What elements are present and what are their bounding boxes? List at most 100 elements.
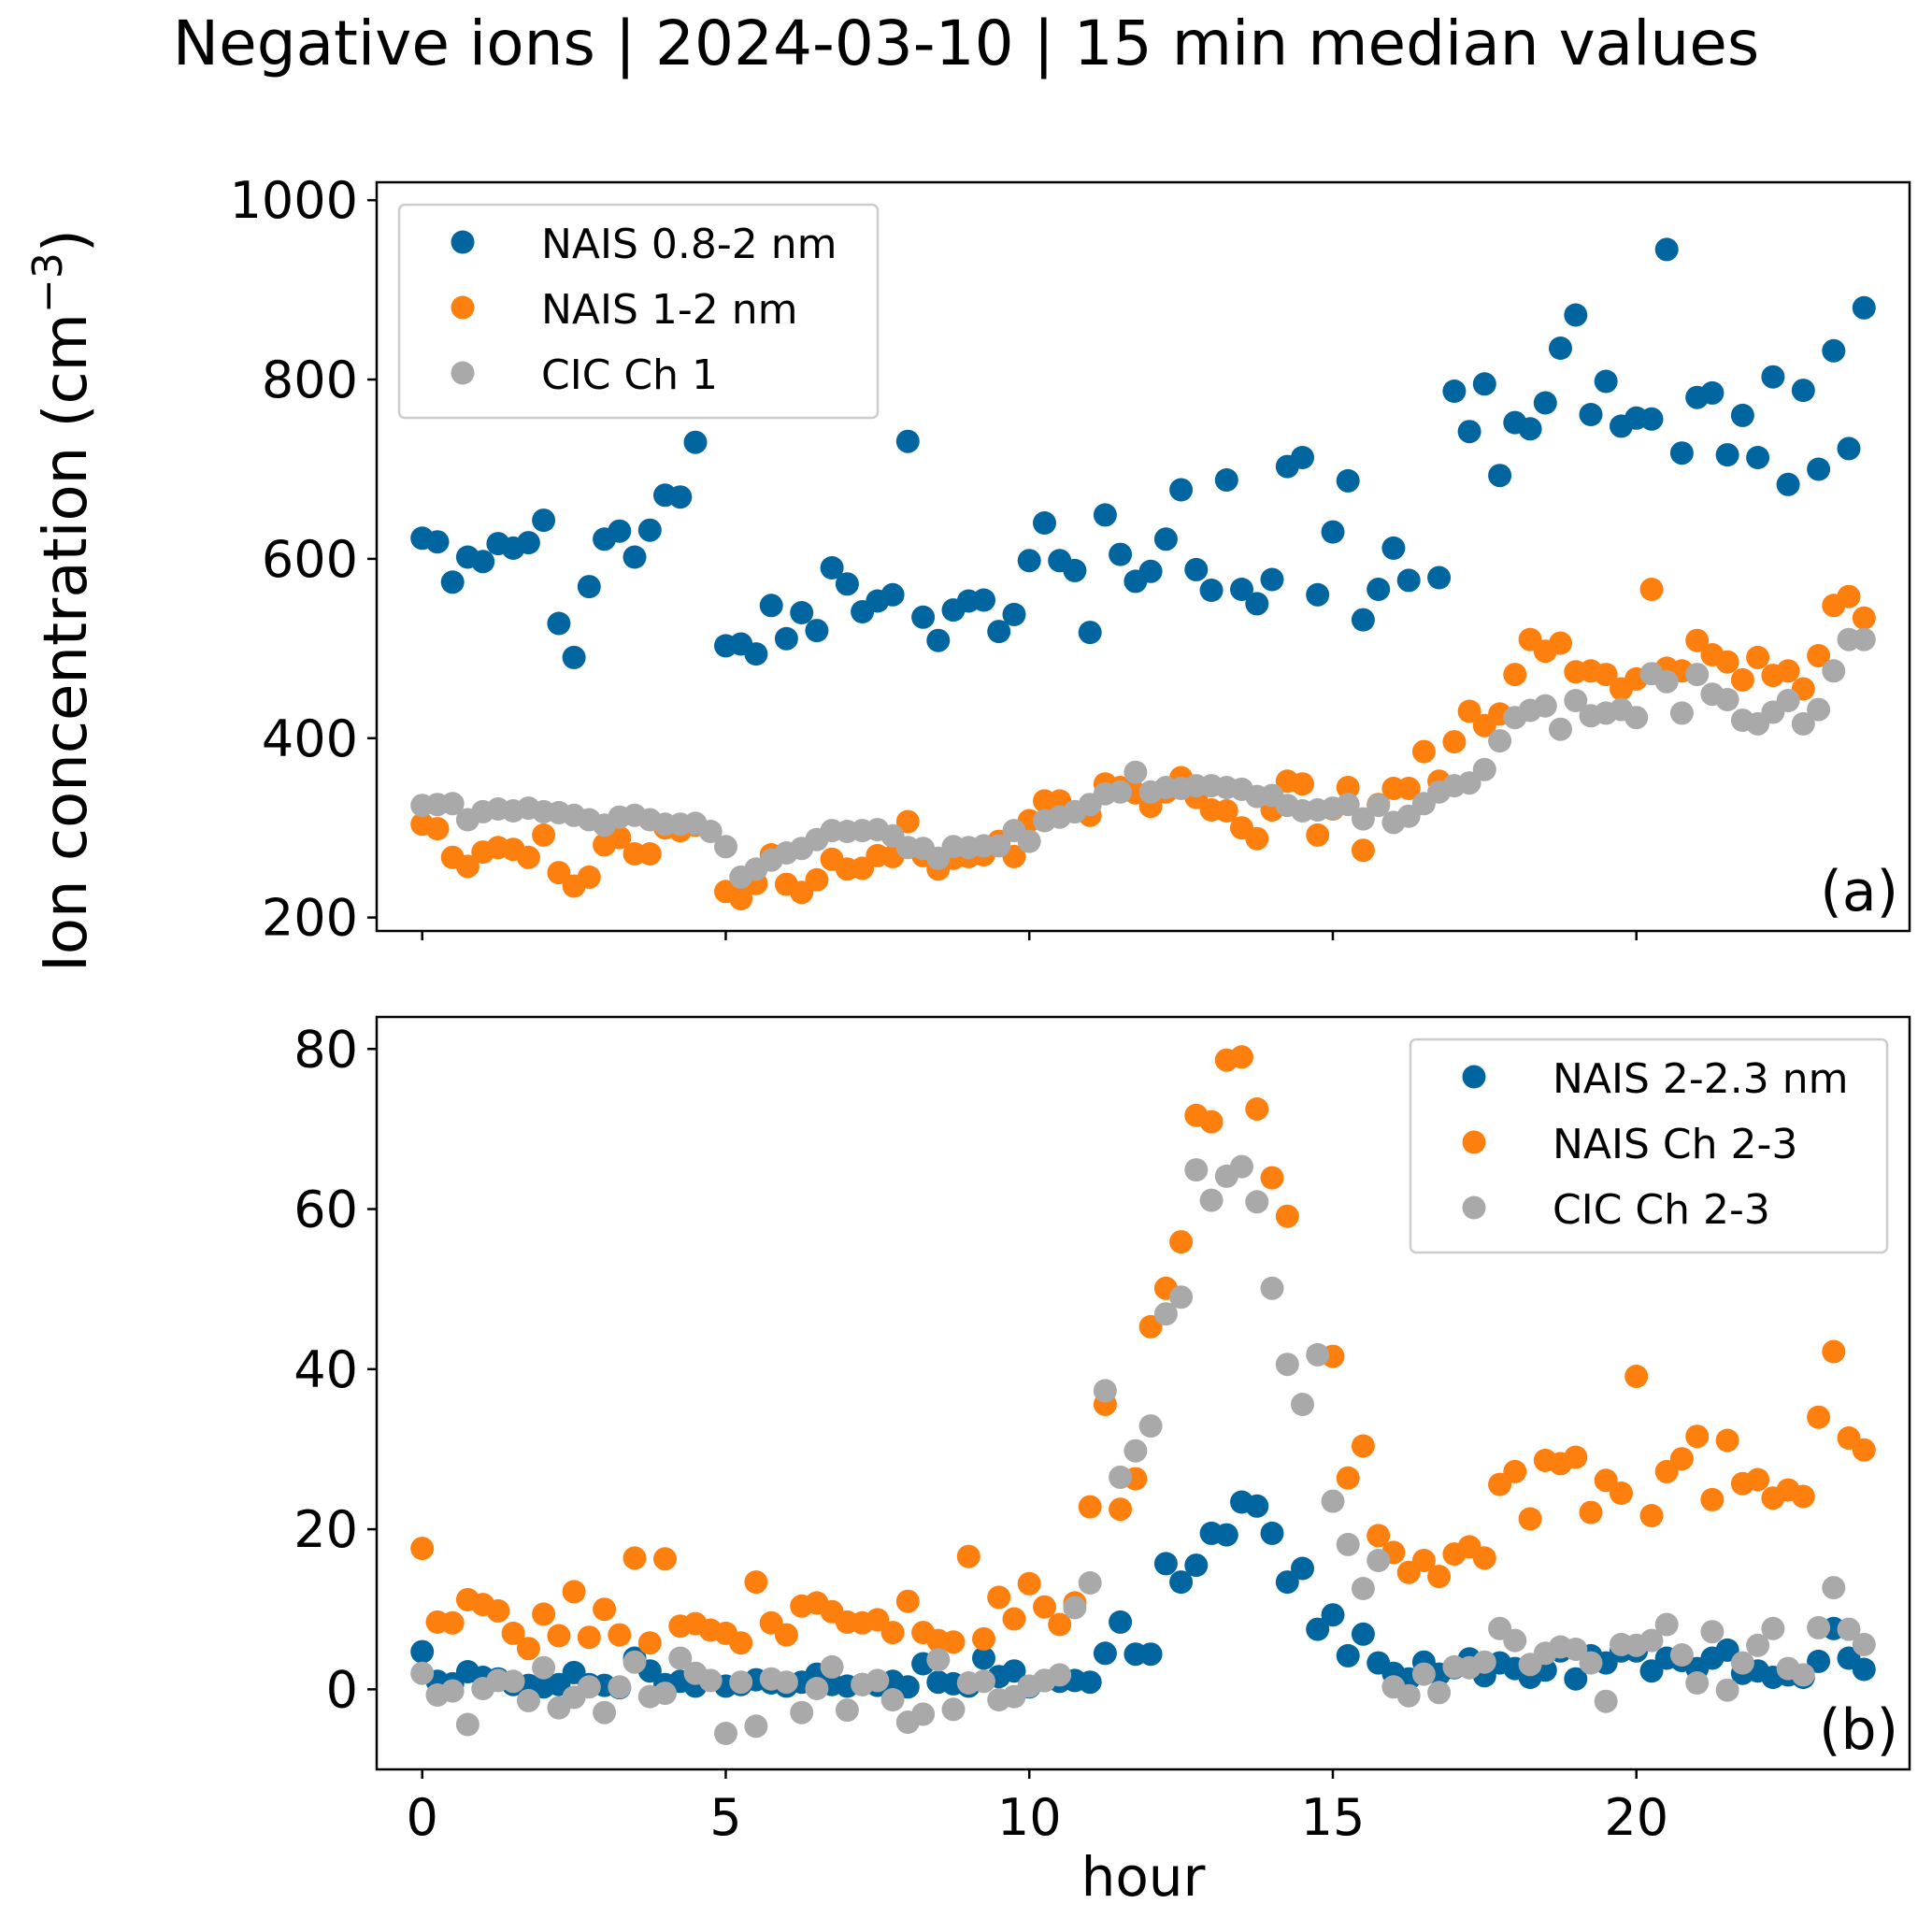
data-point bbox=[1306, 582, 1330, 607]
data-point bbox=[1730, 403, 1754, 427]
data-point bbox=[1109, 1465, 1133, 1489]
data-point bbox=[1291, 1556, 1314, 1581]
data-point bbox=[1199, 1109, 1224, 1134]
data-point bbox=[1214, 1523, 1238, 1547]
y-tick-label: 200 bbox=[262, 889, 358, 948]
data-point bbox=[623, 545, 647, 569]
data-point bbox=[1457, 771, 1481, 795]
data-point bbox=[1169, 1285, 1194, 1310]
data-point bbox=[1367, 1549, 1391, 1572]
data-point bbox=[1093, 1641, 1117, 1666]
data-point bbox=[547, 1624, 571, 1648]
x-tick-label: 0 bbox=[407, 1788, 438, 1847]
data-point bbox=[1442, 730, 1467, 754]
data-point bbox=[1594, 369, 1618, 394]
data-point bbox=[759, 594, 783, 618]
legend-marker bbox=[451, 295, 475, 320]
data-point bbox=[1549, 336, 1572, 360]
data-point bbox=[1381, 536, 1406, 560]
data-point bbox=[577, 1675, 601, 1699]
svg-text:Ion concentration (cm−3): Ion concentration (cm−3) bbox=[24, 229, 101, 972]
data-point bbox=[1776, 689, 1800, 712]
data-point bbox=[1260, 1276, 1284, 1300]
data-point bbox=[941, 1697, 966, 1722]
data-point bbox=[1730, 667, 1754, 692]
data-point bbox=[1230, 1154, 1253, 1179]
data-point bbox=[1291, 772, 1314, 796]
legend-label: NAIS 1-2 nm bbox=[541, 286, 798, 334]
data-point bbox=[1776, 659, 1800, 683]
data-point bbox=[1594, 663, 1618, 687]
data-point bbox=[0, 194, 12, 218]
data-point bbox=[1685, 1671, 1710, 1695]
data-point bbox=[577, 1625, 601, 1650]
data-point bbox=[729, 887, 753, 910]
data-point bbox=[1427, 1565, 1452, 1589]
data-point bbox=[1245, 1190, 1269, 1214]
series-nais-ch-2-3 bbox=[410, 1045, 1876, 1661]
data-point bbox=[1700, 380, 1724, 405]
data-point bbox=[790, 1700, 814, 1725]
data-point bbox=[501, 1621, 525, 1645]
panel-a: 200 400 600 800 1000 (a) NAIS 0.8-2 nm NAIS 1-2… bbox=[0, 171, 1911, 948]
axes-frame bbox=[375, 180, 1911, 933]
data-point bbox=[1791, 379, 1815, 403]
data-point bbox=[714, 835, 737, 859]
data-point bbox=[1746, 1467, 1770, 1492]
data-point bbox=[1153, 1552, 1178, 1576]
data-point bbox=[1564, 1638, 1588, 1661]
data-point bbox=[729, 1670, 753, 1695]
data-point bbox=[895, 809, 920, 834]
data-point bbox=[425, 817, 450, 841]
data-point bbox=[1336, 1532, 1360, 1556]
data-point bbox=[880, 582, 905, 607]
series-cic-ch-2-3 bbox=[410, 1154, 1876, 1745]
data-point bbox=[440, 792, 465, 816]
data-point bbox=[1214, 468, 1238, 492]
data-point bbox=[866, 1668, 890, 1693]
data-point bbox=[1639, 407, 1664, 431]
data-point bbox=[1669, 441, 1694, 465]
data-point bbox=[562, 645, 586, 669]
data-point bbox=[1291, 1393, 1314, 1416]
data-point bbox=[1503, 663, 1527, 687]
data-point bbox=[637, 842, 662, 866]
series-cic-ch-1 bbox=[410, 627, 1876, 889]
data-point bbox=[532, 1655, 556, 1680]
data-point bbox=[1730, 1651, 1754, 1675]
data-point bbox=[1245, 592, 1269, 616]
data-point bbox=[1184, 1158, 1209, 1182]
data-point bbox=[1048, 1612, 1072, 1637]
data-point bbox=[1169, 1230, 1194, 1254]
data-point bbox=[440, 1610, 465, 1635]
data-point bbox=[972, 588, 995, 612]
data-point bbox=[1063, 558, 1087, 582]
legend-label: NAIS 2-2.3 nm bbox=[1553, 1055, 1849, 1103]
plot-area bbox=[410, 1045, 1876, 1745]
legend-marker bbox=[451, 230, 475, 254]
data-point bbox=[1306, 1617, 1330, 1641]
data-point bbox=[1579, 1651, 1603, 1675]
data-point bbox=[1807, 1405, 1831, 1429]
data-point bbox=[637, 1631, 662, 1655]
data-point bbox=[1715, 1428, 1739, 1453]
data-point bbox=[1761, 1616, 1785, 1640]
data-point bbox=[1594, 1689, 1618, 1713]
data-point bbox=[1017, 1571, 1041, 1596]
data-point bbox=[1078, 1670, 1102, 1695]
y-tick-label: 800 bbox=[262, 351, 358, 409]
legend-frame bbox=[1409, 1038, 1889, 1254]
data-point bbox=[1564, 689, 1588, 712]
data-point bbox=[425, 530, 450, 554]
data-point bbox=[941, 1630, 966, 1654]
data-point bbox=[1549, 717, 1572, 741]
data-point bbox=[593, 1700, 617, 1725]
data-point bbox=[1488, 464, 1512, 488]
data-point bbox=[805, 619, 829, 643]
data-point bbox=[1472, 757, 1496, 781]
data-point bbox=[1822, 1576, 1846, 1600]
data-point bbox=[1837, 437, 1861, 461]
axes-frame bbox=[375, 1015, 1911, 1771]
legend: NAIS 2-2.3 nm NAIS Ch 2-3 CIC Ch 2-3 bbox=[1409, 1038, 1889, 1254]
